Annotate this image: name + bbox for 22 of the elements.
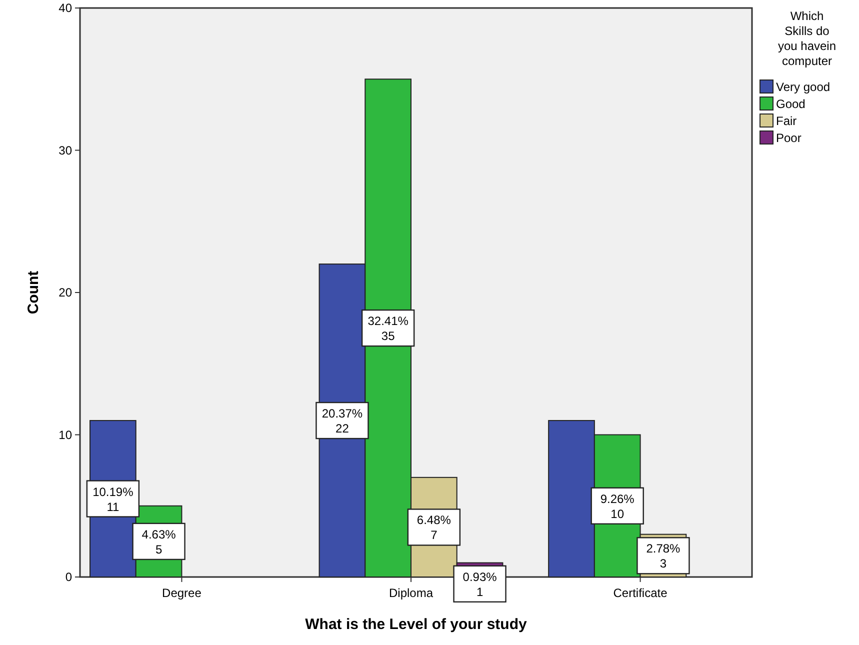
- y-tick-label: 10: [58, 428, 72, 442]
- y-tick-label: 20: [58, 286, 72, 300]
- legend-label: Poor: [776, 131, 802, 145]
- data-label: 32.41% 35: [368, 314, 409, 344]
- legend-label: Very good: [776, 80, 830, 94]
- y-axis-title: Count: [25, 270, 42, 314]
- data-label: 4.63% 5: [142, 527, 176, 556]
- data-label: 20.37% 22: [322, 406, 363, 436]
- x-tick-label: Degree: [162, 586, 202, 600]
- data-label: 6.48% 7: [416, 513, 452, 542]
- y-tick-label: 0: [65, 570, 72, 584]
- legend-label: Good: [776, 97, 806, 111]
- data-label: 0.93% 1: [462, 570, 498, 599]
- x-axis-title: What is the Level of your study: [305, 616, 528, 633]
- data-label: 9.26% 10: [600, 492, 635, 521]
- x-tick-label: Certificate: [613, 586, 668, 600]
- y-tick-label: 30: [58, 143, 72, 158]
- x-tick-label: Diploma: [388, 586, 434, 600]
- y-tick-label: 40: [58, 1, 72, 16]
- legend-label: Fair: [776, 114, 797, 128]
- legend-title: Which Skills do you havein computer: [778, 9, 836, 68]
- data-label: 10.19% 11: [92, 484, 134, 514]
